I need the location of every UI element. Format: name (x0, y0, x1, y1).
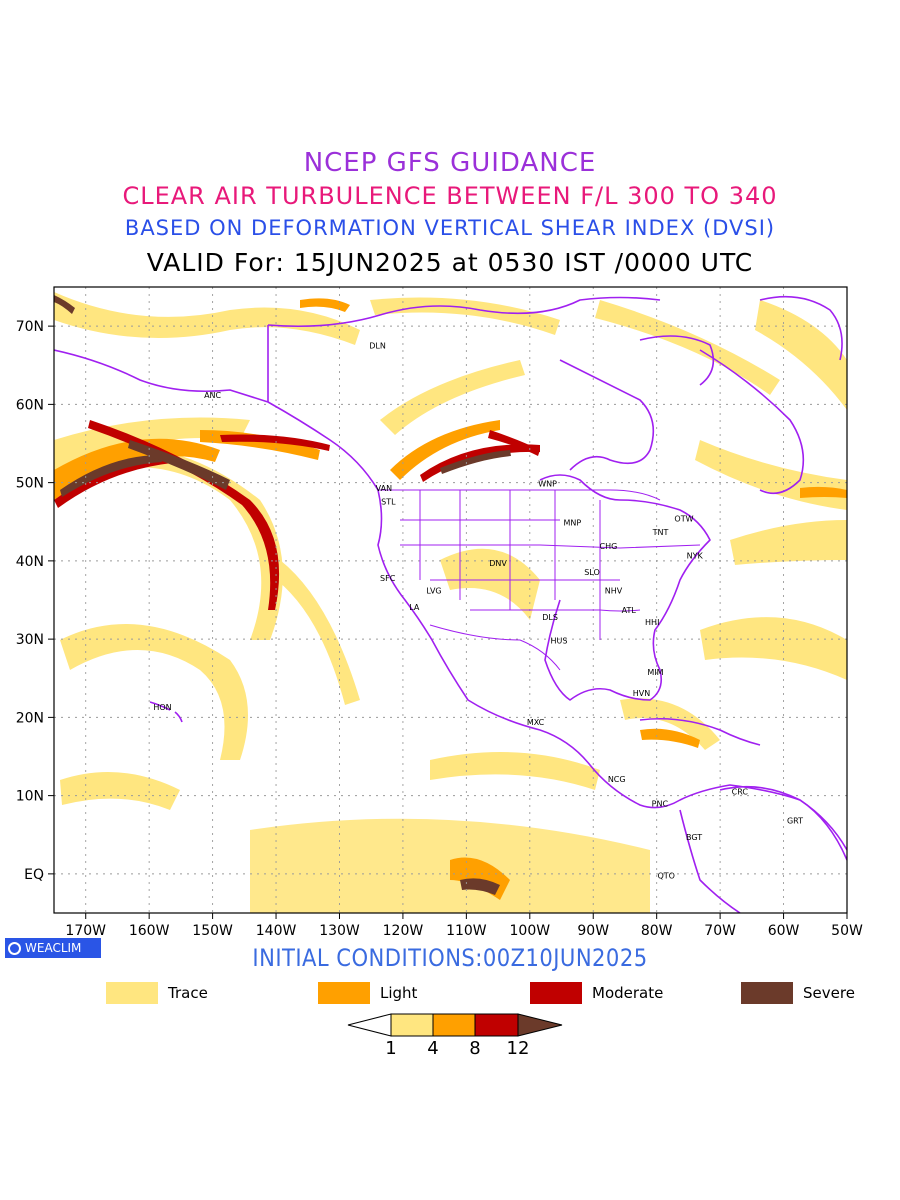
turbulence-field (54, 292, 847, 913)
lon-tick-label: 60W (768, 923, 800, 939)
lon-tick-label: 160W (129, 923, 170, 939)
lat-tick-label: 20N (16, 710, 44, 726)
station-label-van: VAN (376, 484, 392, 493)
legend-label-severe: Severe (803, 984, 855, 1002)
state-borders (378, 489, 701, 671)
lon-tick-label: 120W (383, 923, 424, 939)
initial-conditions: INITIAL CONDITIONS:00Z10JUN2025 (252, 944, 648, 972)
station-labels: ANC DLN VAN STL WNP OTW TNT MNP CHG NYK DNV SFC SLO L… (153, 342, 803, 881)
map-axes: 70N 60N 50N 40N 30N 20N 10N EQ 170W 160W 150W 140W 1… (16, 319, 863, 939)
lat-tick-label: 70N (16, 319, 44, 335)
station-label-sfc: SFC (380, 574, 396, 583)
colorbar-level-12: 12 (506, 1038, 530, 1059)
title-product: CLEAR AIR TURBULENCE BETWEEN F/L 300 TO … (122, 182, 778, 210)
station-label-hvn: HVN (633, 689, 650, 698)
lon-tick-label: 150W (192, 923, 233, 939)
colorbar-low-arrow (347, 1013, 392, 1037)
legend-swatch-moderate (530, 982, 582, 1004)
colorbar-level-4: 4 (427, 1038, 439, 1059)
map-area: ANC DLN VAN STL WNP OTW TNT MNP CHG NYK DNV SFC SLO L… (54, 287, 847, 913)
colorbar-high-arrow (517, 1013, 563, 1037)
station-label-dln: DLN (369, 342, 386, 351)
lon-tick-label: 130W (319, 923, 360, 939)
colorbar-level-1: 1 (385, 1038, 397, 1059)
legend-label-trace: Trace (168, 984, 208, 1002)
station-label-chg: CHG (600, 542, 618, 551)
globe-icon (8, 941, 21, 955)
station-label-mim: MIM (647, 668, 663, 677)
legend-item-moderate: Moderate (530, 982, 663, 1004)
lon-tick-label: 110W (446, 923, 487, 939)
station-label-lvg: LVG (426, 587, 441, 596)
lon-tick-label: 70W (704, 923, 736, 939)
lon-tick-label: 140W (256, 923, 297, 939)
station-label-stl: STL (381, 497, 396, 506)
coastlines (54, 295, 847, 913)
lat-tick-label: 60N (16, 397, 44, 413)
lon-tick-label: 50W (831, 923, 863, 939)
legend-swatch-severe (741, 982, 793, 1004)
legend-label-light: Light (380, 984, 418, 1002)
legend-item-light: Light (318, 982, 417, 1004)
legend-label-moderate: Moderate (592, 984, 664, 1002)
lon-tick-label: 100W (510, 923, 551, 939)
lat-tick-label: 50N (16, 476, 44, 492)
station-label-tnt: TNT (652, 528, 669, 537)
lon-tick-label: 170W (65, 923, 106, 939)
station-label-nyk: NYK (687, 551, 704, 560)
lon-tick-label: 80W (641, 923, 673, 939)
legend-item-trace: Trace (106, 982, 208, 1004)
legend-swatch-trace (106, 982, 158, 1004)
station-label-qto: QTO (657, 871, 674, 880)
badge-text: WEACLIM (25, 941, 82, 955)
colorbar (347, 1013, 563, 1037)
colorbar-bin-trace (390, 1013, 434, 1037)
station-label-crc: CRC (732, 788, 749, 797)
colorbar-bin-moderate (474, 1013, 519, 1037)
colorbar-level-8: 8 (469, 1038, 481, 1059)
station-label-atl: ATL (622, 606, 637, 615)
station-label-grt: GRT (787, 817, 803, 826)
station-label-ncg: NCG (608, 775, 626, 784)
station-label-hus: HUS (551, 637, 568, 646)
lat-tick-label: 40N (16, 554, 44, 570)
station-label-pnc: PNC (652, 799, 669, 808)
station-label-slo: SLO (584, 568, 600, 577)
title-valid-time: VALID For: 15JUN2025 at 0530 IST /0000 U… (146, 248, 754, 277)
station-label-nhv: NHV (605, 587, 623, 596)
title-method: BASED ON DEFORMATION VERTICAL SHEAR INDE… (124, 216, 776, 240)
station-label-bgt: BGT (686, 833, 702, 842)
station-label-hon: HON (153, 703, 171, 712)
title-model: NCEP GFS GUIDANCE (303, 148, 597, 178)
station-label-mxc: MXC (527, 718, 545, 727)
station-label-hhi: HHI (645, 618, 659, 627)
lon-tick-label: 90W (577, 923, 609, 939)
lat-tick-label: 30N (16, 632, 44, 648)
colorbar-bin-light (432, 1013, 476, 1037)
legend-swatch-light (318, 982, 370, 1004)
lat-tick-label: EQ (24, 867, 44, 883)
station-label-dnv: DNV (489, 559, 507, 568)
station-label-la: LA (409, 603, 420, 612)
map-frame (53, 286, 848, 914)
station-label-anc: ANC (204, 391, 221, 400)
legend-item-severe: Severe (741, 982, 855, 1004)
station-label-dls: DLS (542, 613, 558, 622)
station-label-otw: OTW (674, 515, 693, 524)
lat-tick-label: 10N (16, 789, 44, 805)
weaclim-badge: WEACLIM (5, 938, 101, 958)
station-label-wnp: WNP (538, 479, 557, 488)
station-label-mnp: MNP (563, 519, 581, 528)
